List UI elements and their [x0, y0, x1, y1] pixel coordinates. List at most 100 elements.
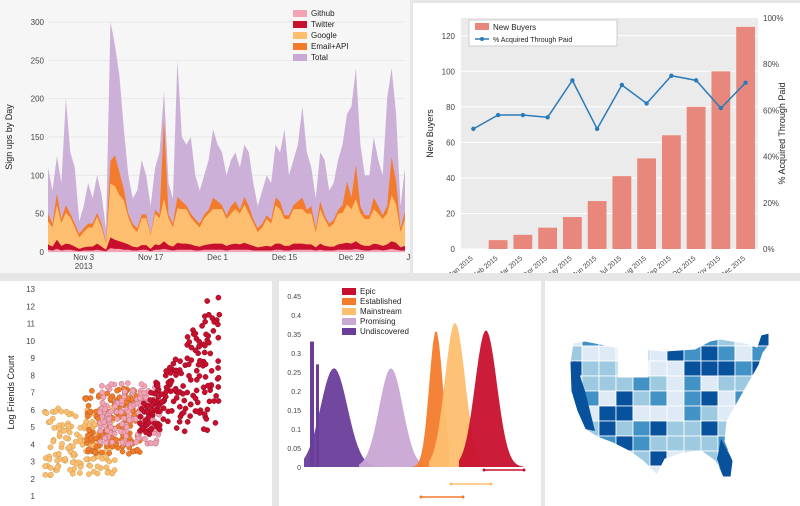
- scatter-point: [86, 426, 92, 433]
- scatter-point: [121, 388, 128, 395]
- y-tick-label: 8: [31, 371, 36, 380]
- scatter-point: [184, 334, 191, 340]
- state-cell: [768, 390, 769, 407]
- state-cell: [683, 345, 702, 362]
- x-tick-label: May 2015: [546, 255, 574, 273]
- scatter-point: [77, 464, 84, 470]
- state-cell: [632, 435, 651, 452]
- range-end: [449, 482, 453, 486]
- scatter-point: [175, 389, 182, 396]
- state-cell: [649, 390, 668, 407]
- state-cell: [666, 420, 685, 437]
- state-cell: [615, 420, 634, 437]
- scatter-point: [46, 456, 53, 463]
- state-cell: [734, 375, 753, 392]
- scatter-point: [100, 394, 107, 401]
- scatter-point: [215, 384, 222, 390]
- paid-point: [693, 78, 699, 83]
- state-cell: [581, 375, 600, 392]
- scatter-point: [42, 463, 48, 470]
- scatter-point: [47, 464, 54, 471]
- legend-label: Undiscovered: [360, 327, 409, 336]
- y-tick-label: 6: [31, 406, 36, 415]
- scatter-point: [102, 435, 108, 441]
- state-cell: [717, 390, 736, 407]
- scatter-point: [106, 458, 113, 465]
- state-cell: [751, 405, 769, 422]
- x-tick-label: Sep 2015: [645, 255, 673, 273]
- scatter-point: [154, 383, 161, 389]
- scatter-point: [130, 387, 136, 394]
- scatter-point: [192, 347, 199, 354]
- scatter-point: [109, 439, 115, 446]
- scatter-point: [186, 339, 193, 345]
- state-cell: [768, 333, 769, 347]
- state-southeast: [717, 439, 733, 477]
- state-cell: [649, 435, 668, 452]
- scatter-point: [99, 449, 105, 456]
- bar: [661, 135, 681, 249]
- scatter-point: [144, 408, 150, 415]
- x-tick-label: Dec 2015: [719, 255, 747, 273]
- density-area: [304, 368, 384, 467]
- state-cell: [598, 360, 617, 377]
- bar: [637, 158, 657, 249]
- y-tick-label: 13: [26, 285, 35, 294]
- scatter-point: [104, 469, 111, 476]
- scatter-point: [165, 418, 171, 425]
- y-tick-label: 2: [31, 475, 36, 484]
- y-tick-label: 20: [446, 209, 455, 218]
- scatter-point: [132, 416, 139, 422]
- scatter-point: [186, 373, 192, 379]
- state-cell: [683, 420, 702, 437]
- x-tick-label: Nov 17: [138, 253, 164, 262]
- scatter-point: [83, 456, 90, 463]
- scatter-point: [83, 418, 90, 425]
- scatter-point: [97, 428, 104, 434]
- scatter-point: [149, 402, 155, 409]
- scatter-point: [63, 408, 70, 415]
- legend-label: Promising: [360, 317, 396, 326]
- state-cell: [570, 333, 583, 347]
- state-cell: [751, 375, 769, 392]
- scatter-point: [137, 420, 143, 427]
- scatter-point: [206, 339, 212, 346]
- scatter-point: [104, 384, 111, 391]
- scatter-point: [111, 457, 118, 463]
- legend-swatch: [293, 10, 307, 17]
- state-cell: [700, 420, 719, 437]
- scatter-point: [94, 470, 101, 477]
- x-tick-label: Jun 2015: [572, 255, 599, 273]
- x-tick-label: Dec 1: [207, 253, 228, 262]
- paid-point: [545, 115, 550, 120]
- paid-point: [471, 126, 476, 132]
- scatter-point: [167, 379, 174, 386]
- scatter-point: [69, 470, 76, 477]
- legend-label: Epic: [360, 287, 376, 296]
- scatter-point: [118, 409, 124, 415]
- state-cell: [683, 465, 702, 477]
- state-cell: [649, 345, 668, 362]
- state-cell: [666, 333, 685, 347]
- scatter-point: [202, 361, 209, 368]
- us-map-chart: [569, 332, 770, 478]
- scatter-point: [56, 425, 63, 432]
- scatter-point: [178, 370, 185, 377]
- paid-point: [644, 101, 649, 106]
- state-cell: [768, 465, 769, 477]
- scatter-point: [193, 367, 200, 374]
- state-cell: [581, 360, 600, 377]
- state-cell: [666, 375, 685, 392]
- state-cell: [649, 465, 668, 477]
- state-cell: [666, 360, 685, 377]
- state-cell: [570, 345, 583, 362]
- density-spike: [316, 364, 319, 467]
- scatter-point: [66, 444, 73, 451]
- scatter-point: [118, 397, 125, 404]
- scatter-point: [159, 398, 165, 405]
- state-cell: [683, 375, 702, 392]
- scatter-point: [87, 409, 93, 415]
- range-end: [522, 468, 526, 472]
- legend-label: Mainstream: [360, 307, 402, 316]
- y-tick-label: 0.3: [291, 351, 301, 358]
